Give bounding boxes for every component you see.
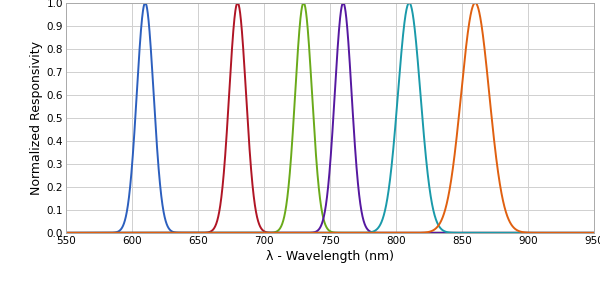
X-axis label: λ - Wavelength (nm): λ - Wavelength (nm) [266,250,394,263]
Y-axis label: Normalized Responsivity: Normalized Responsivity [29,41,43,195]
